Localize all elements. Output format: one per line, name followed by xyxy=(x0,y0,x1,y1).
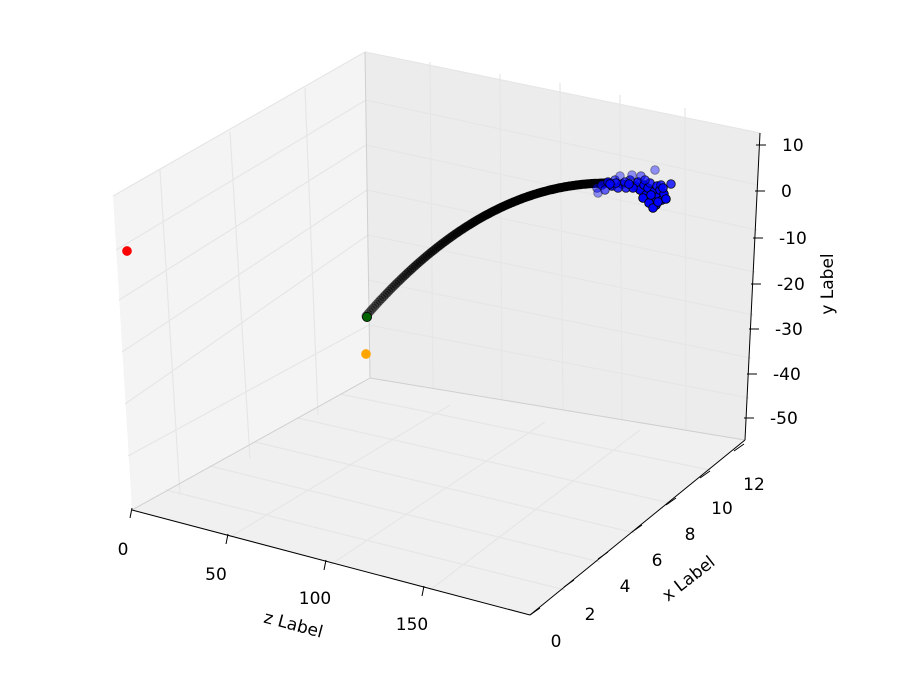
trajectory-point xyxy=(405,266,415,276)
red-marker xyxy=(122,246,132,256)
trajectory-point xyxy=(370,301,380,311)
trajectory-point xyxy=(389,281,399,291)
cluster-point xyxy=(600,185,610,195)
x-tick-label: 10 xyxy=(711,499,733,519)
green-marker xyxy=(361,311,372,322)
trajectory-point xyxy=(368,303,378,313)
trajectory-point xyxy=(398,272,408,282)
trajectory-point xyxy=(399,270,410,281)
highlight-markers xyxy=(122,246,372,359)
x-tick-label: 4 xyxy=(620,577,631,597)
z-tick-label: 50 xyxy=(205,565,227,585)
left-pane xyxy=(113,52,370,510)
trajectory-point xyxy=(385,284,396,294)
trajectory-point xyxy=(371,299,382,309)
trajectory-point xyxy=(375,295,385,305)
trajectory-point xyxy=(408,262,418,273)
cluster-series xyxy=(592,165,676,213)
cluster-point xyxy=(658,183,668,193)
cluster-point xyxy=(666,179,676,189)
trajectory-series xyxy=(361,178,615,321)
x-tick-label: 2 xyxy=(585,605,596,625)
grid-lines xyxy=(112,51,761,591)
y-tick-label: -50 xyxy=(770,409,798,429)
trajectory-point xyxy=(384,286,394,296)
floor-pane xyxy=(132,378,745,615)
cluster-point xyxy=(640,175,650,185)
cluster-point xyxy=(605,179,615,189)
trajectory-point xyxy=(366,305,376,315)
trajectory-point xyxy=(406,264,417,274)
trajectory-point xyxy=(396,274,406,284)
trajectory-point xyxy=(403,267,413,277)
trajectory-point xyxy=(380,290,390,300)
trajectory-point xyxy=(410,261,420,271)
y-axis-line xyxy=(744,132,761,441)
x-tick-label: 12 xyxy=(743,475,765,495)
y-tick-label: -40 xyxy=(773,365,801,385)
y-tick-label: -10 xyxy=(779,229,807,249)
trajectory-point xyxy=(373,297,383,307)
trajectory-point xyxy=(401,269,411,279)
trajectory-point xyxy=(377,293,387,304)
trajectory-point xyxy=(394,276,404,286)
cluster-point xyxy=(624,179,634,189)
trajectory-point xyxy=(382,288,392,298)
x-tick-label: 8 xyxy=(685,525,696,545)
y-tick-label: 10 xyxy=(782,136,804,156)
y-tick-label: -30 xyxy=(775,320,803,340)
cluster-point xyxy=(627,170,637,180)
cluster-point xyxy=(648,203,658,213)
cluster-point xyxy=(638,193,648,203)
trajectory-point xyxy=(378,292,389,302)
z-tick-label: 150 xyxy=(396,615,428,635)
pane-edges xyxy=(131,51,746,511)
y-tick-label: -20 xyxy=(777,275,805,295)
y-tick-label: 0 xyxy=(781,182,792,202)
cluster-point xyxy=(650,165,660,175)
cluster-point xyxy=(646,190,656,200)
y-axis-label: y Label xyxy=(818,253,838,314)
z-tick-label: 0 xyxy=(118,540,129,560)
z-axis-line xyxy=(131,509,531,616)
x-axis-label: x Label xyxy=(659,552,720,606)
trajectory-point xyxy=(392,277,403,287)
z-tick-label: 100 xyxy=(299,589,331,609)
cluster-point xyxy=(661,194,671,204)
z-axis-label: z Label xyxy=(262,608,325,643)
trajectory-point xyxy=(391,279,401,289)
x-tick-label: 6 xyxy=(652,551,663,571)
x-tick-label: 0 xyxy=(551,632,562,652)
cluster-point xyxy=(653,197,663,207)
orange-marker xyxy=(361,349,371,359)
trajectory-point xyxy=(387,282,397,293)
